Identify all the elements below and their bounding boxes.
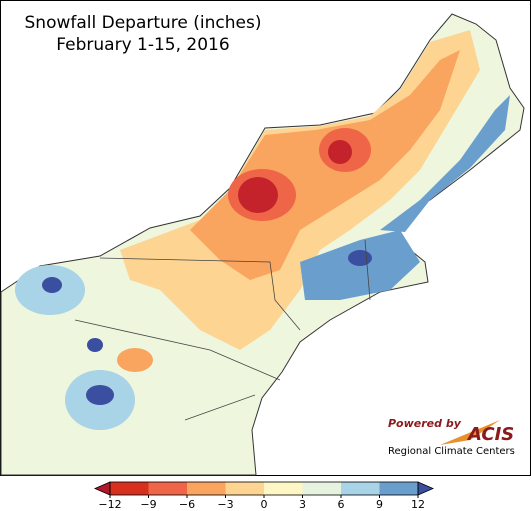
tick-label: 12 [411, 498, 425, 511]
title: Snowfall Departure (inches) [25, 13, 262, 33]
under-arrow [93, 481, 111, 496]
surplus-area [380, 95, 510, 232]
deficit-core [328, 140, 352, 164]
logo-swoosh [440, 420, 500, 445]
surplus-core [86, 385, 114, 405]
color-swatch [225, 482, 264, 495]
deficit-area [117, 348, 153, 372]
deficit-area [190, 50, 460, 280]
surplus-core [42, 277, 62, 293]
logo-name: ACIS [466, 424, 514, 445]
map [0, 13, 525, 476]
over-arrow [417, 481, 435, 496]
acis-logo: Powered by ACIS Regional Climate Centers [388, 417, 515, 457]
color-swatch [264, 482, 303, 495]
tick-label: −3 [217, 498, 233, 511]
color-swatch [187, 482, 226, 495]
deficit-core [238, 177, 278, 213]
colorbar: −12 −9 −6 −3 0 3 6 9 12 [93, 481, 435, 511]
state-borders [74, 239, 371, 421]
tick-label: 6 [338, 498, 345, 511]
tick-label: 0 [261, 498, 268, 511]
logo-powered: Powered by [388, 417, 462, 430]
surplus-core [348, 250, 372, 266]
logo-org: Regional Climate Centers [388, 446, 515, 457]
tick-label: −12 [98, 498, 121, 511]
tick-label: −9 [140, 498, 156, 511]
tick-label: 3 [299, 498, 306, 511]
subtitle: February 1-15, 2016 [56, 35, 229, 55]
tick-label: −6 [179, 498, 195, 511]
title-box [18, 8, 268, 58]
tick-label: 9 [376, 498, 383, 511]
color-swatch [148, 482, 187, 495]
color-swatch [341, 482, 380, 495]
color-swatch [302, 482, 341, 495]
surplus-core [87, 338, 103, 352]
color-swatch [110, 482, 149, 495]
color-swatch [379, 482, 418, 495]
